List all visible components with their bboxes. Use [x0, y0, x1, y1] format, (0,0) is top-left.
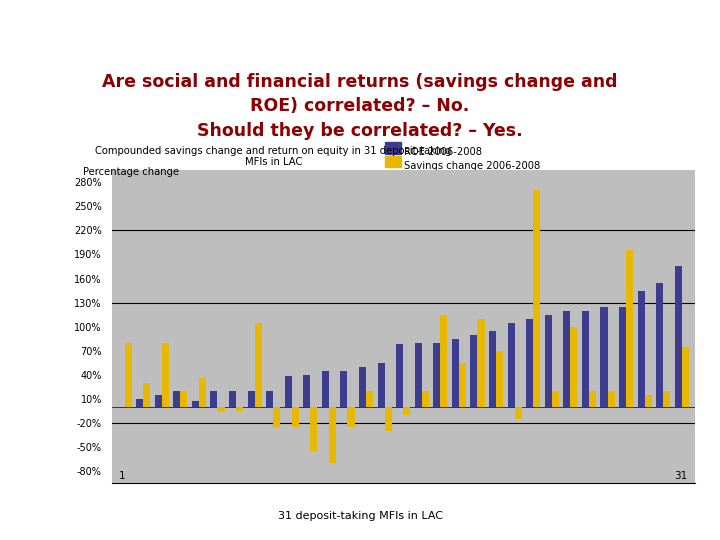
Bar	[600, 307, 608, 407]
Bar	[341, 371, 348, 407]
Text: Savings change 2006-2008: Savings change 2006-2008	[404, 161, 540, 171]
Bar	[143, 383, 150, 407]
Text: Compounded savings change and return on equity in 31 deposit-taking: Compounded savings change and return on …	[95, 146, 452, 156]
Bar	[508, 323, 515, 407]
Bar	[322, 371, 329, 407]
Text: ROE 2006-2008: ROE 2006-2008	[404, 147, 482, 158]
Bar	[608, 391, 615, 407]
Bar	[273, 407, 280, 427]
Bar	[589, 391, 596, 407]
Bar	[377, 363, 384, 407]
Bar	[515, 407, 522, 419]
Text: Percentage change: Percentage change	[83, 167, 179, 178]
Bar	[174, 391, 180, 407]
Bar	[125, 343, 132, 407]
Bar	[570, 327, 577, 407]
Bar	[441, 315, 447, 407]
Bar	[644, 395, 652, 407]
Bar	[552, 391, 559, 407]
Bar	[477, 319, 485, 407]
Bar	[403, 407, 410, 415]
Bar	[366, 391, 373, 407]
Bar	[192, 401, 199, 407]
Bar	[385, 156, 401, 167]
Bar	[663, 391, 670, 407]
Bar	[136, 399, 143, 407]
Bar	[626, 251, 633, 407]
Bar	[682, 347, 689, 407]
Bar	[470, 335, 477, 407]
Bar	[433, 343, 441, 407]
Bar	[526, 319, 534, 407]
Bar	[266, 391, 273, 407]
Bar	[162, 343, 168, 407]
Bar	[199, 378, 206, 407]
Bar	[415, 343, 422, 407]
Bar	[563, 310, 570, 407]
Bar	[545, 315, 552, 407]
Bar	[229, 391, 236, 407]
Bar	[638, 291, 644, 407]
Bar	[284, 376, 292, 407]
Text: ROE) correlated? – No.: ROE) correlated? – No.	[251, 97, 469, 115]
Bar	[359, 367, 366, 407]
Bar	[384, 407, 392, 431]
Bar	[496, 351, 503, 407]
Bar	[303, 375, 310, 407]
Text: 31 deposit-taking MFIs in LAC: 31 deposit-taking MFIs in LAC	[277, 511, 443, 521]
Bar	[236, 407, 243, 411]
Bar	[656, 282, 663, 407]
Text: 31: 31	[674, 471, 688, 481]
Bar	[180, 391, 187, 407]
Bar	[534, 190, 540, 407]
Bar	[155, 395, 162, 407]
Bar	[422, 391, 429, 407]
Bar	[217, 407, 225, 411]
Bar	[210, 391, 217, 407]
Bar	[348, 407, 354, 427]
Bar	[329, 407, 336, 463]
Text: MFIs in LAC: MFIs in LAC	[245, 157, 302, 167]
Bar	[310, 407, 318, 451]
Bar	[582, 310, 589, 407]
Bar	[255, 323, 261, 407]
Bar	[385, 142, 401, 154]
Bar	[619, 307, 626, 407]
Text: 1: 1	[119, 471, 126, 481]
Text: Should they be correlated? – Yes.: Should they be correlated? – Yes.	[197, 122, 523, 139]
Bar	[452, 339, 459, 407]
Bar	[292, 407, 299, 427]
Text: Are social and financial returns (savings change and: Are social and financial returns (saving…	[102, 73, 618, 91]
Bar	[459, 363, 466, 407]
Bar	[248, 391, 255, 407]
Bar	[675, 266, 682, 407]
Bar	[396, 345, 403, 407]
Bar	[489, 330, 496, 407]
